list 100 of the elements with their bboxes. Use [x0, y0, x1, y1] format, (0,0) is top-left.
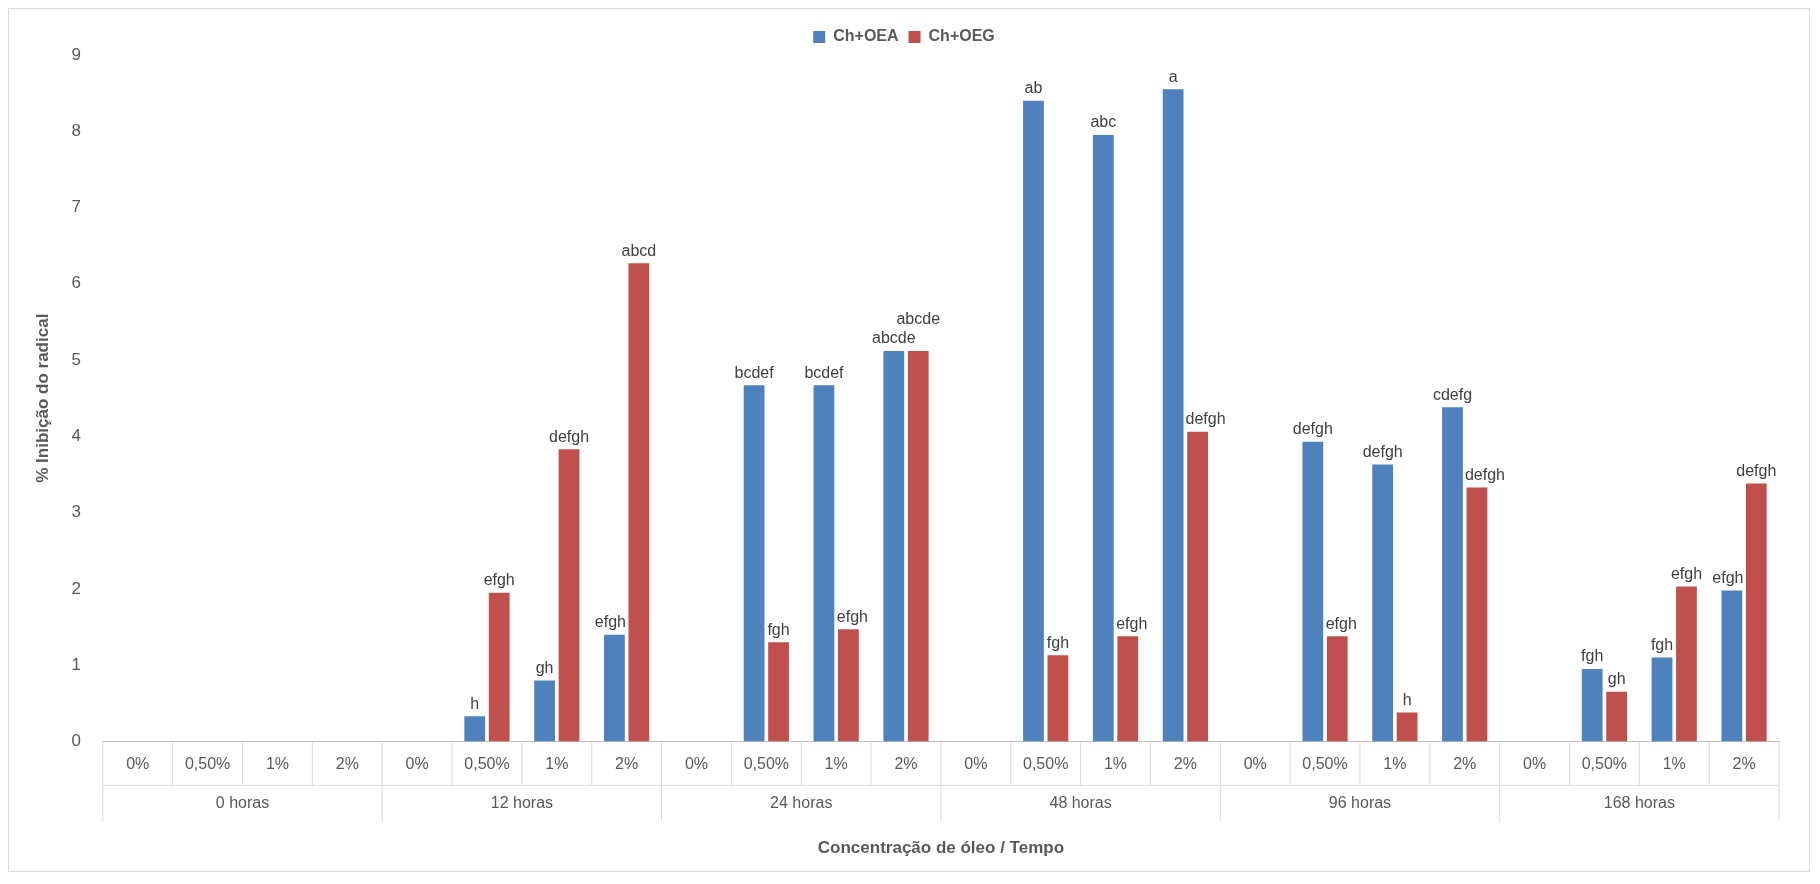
x-tick-label: 0%	[684, 755, 709, 773]
bar	[534, 680, 555, 742]
data-label: abc	[1090, 113, 1117, 131]
bar	[1372, 464, 1394, 742]
x-tick-label: 0,50%	[184, 755, 231, 773]
bar	[628, 263, 650, 742]
bar	[1721, 590, 1743, 742]
bar	[1023, 100, 1044, 742]
bar	[1676, 586, 1697, 742]
data-label: efgh	[1116, 614, 1148, 632]
text: 12 horas	[490, 793, 554, 811]
y-tick-label: 9	[71, 44, 81, 64]
x-tick-label: 2%	[1173, 755, 1197, 773]
x-tick-label: 1%	[1662, 755, 1686, 773]
y-axis-title: % Inibição do radical	[32, 313, 52, 483]
x-tick-label: 0,50%	[743, 755, 790, 773]
x-tick-label: 0,50%	[1023, 755, 1069, 773]
bar	[1466, 487, 1488, 742]
x-tick-label: 0%	[964, 755, 988, 773]
bar	[813, 385, 835, 742]
bar	[1606, 691, 1628, 742]
bar	[907, 350, 929, 742]
bar	[838, 629, 859, 742]
x-tick-label: 0%	[1243, 755, 1267, 773]
x-tick-label: 1%	[1103, 755, 1128, 773]
bar	[1187, 431, 1208, 742]
data-label: defgh	[1736, 462, 1777, 480]
x-axis-title: Concentração de óleo / Tempo	[817, 838, 1065, 858]
x-tick-label: 0%	[1523, 755, 1547, 773]
data-label: ab	[1024, 79, 1043, 97]
bar	[768, 642, 789, 742]
data-label: gh	[535, 658, 554, 676]
y-tick-label: 3	[71, 502, 81, 522]
bar	[1117, 636, 1139, 742]
x-tick-label: 0,50%	[1302, 755, 1348, 773]
bar	[1092, 135, 1114, 742]
y-tick-label: 2	[71, 578, 81, 598]
x-tick-label: 2%	[335, 755, 359, 773]
bar	[464, 716, 486, 742]
data-label: defgh	[549, 427, 590, 445]
bar	[1047, 655, 1069, 742]
y-tick-label: 5	[71, 349, 81, 369]
bar	[604, 634, 625, 742]
x-tick-label: 0,50%	[1581, 755, 1628, 773]
data-label: defgh	[1464, 465, 1505, 483]
data-label: efgh	[594, 613, 626, 631]
y-tick-label: 6	[71, 273, 81, 293]
data-label: abcde	[896, 310, 941, 328]
data-label: cdefg	[1432, 385, 1473, 403]
text: 24 horas	[770, 793, 833, 811]
data-label: fgh	[1581, 647, 1604, 665]
x-tick-label: 2%	[1453, 755, 1477, 773]
data-label: bcdef	[804, 363, 845, 381]
data-label: bcdef	[734, 363, 775, 381]
data-label: defgh	[1292, 420, 1333, 438]
bar	[1745, 483, 1767, 742]
y-tick-label: 7	[71, 197, 81, 217]
data-label: h	[470, 694, 480, 712]
x-tick-label: 1%	[265, 755, 290, 773]
bar	[558, 449, 580, 742]
legend-label: Ch+OEG	[928, 27, 995, 45]
text: 96 horas	[1328, 793, 1392, 811]
data-label: efgh	[1325, 614, 1357, 632]
data-label: h	[1402, 690, 1412, 708]
text: 168 horas	[1603, 793, 1675, 811]
x-tick-label: 2%	[894, 755, 918, 773]
data-label: efgh	[1712, 568, 1744, 586]
bar	[1581, 668, 1603, 742]
data-label: efgh	[483, 571, 515, 589]
x-tick-label: 0%	[405, 755, 429, 773]
legend-label: Ch+OEA	[833, 27, 899, 45]
y-tick-label: 1	[71, 654, 81, 674]
x-tick-label: 0,50%	[464, 755, 510, 773]
data-label: fgh	[767, 620, 790, 638]
x-tick-label: 1%	[545, 755, 569, 773]
bar	[1396, 712, 1418, 742]
x-tick-label: 2%	[615, 755, 639, 773]
data-label: gh	[1607, 670, 1626, 688]
data-label: abcd	[621, 241, 657, 259]
data-label: defgh	[1362, 442, 1403, 460]
text: 48 horas	[1049, 793, 1112, 811]
bar	[488, 592, 510, 742]
y-tick-label: 0	[71, 731, 81, 751]
y-tick-label: 4	[71, 426, 81, 446]
bar	[1442, 407, 1463, 742]
bar	[1302, 441, 1324, 742]
data-label: efgh	[836, 607, 868, 625]
x-tick-label: 2%	[1732, 755, 1756, 773]
data-label: a	[1168, 67, 1178, 85]
data-label: abcde	[871, 329, 916, 347]
data-label: efgh	[1670, 564, 1703, 582]
bar	[1651, 657, 1673, 742]
x-tick-label: 1%	[1383, 755, 1407, 773]
data-label: defgh	[1185, 410, 1226, 428]
x-tick-label: 1%	[824, 755, 848, 773]
bar	[1162, 89, 1184, 742]
bar	[883, 350, 905, 742]
text: 0 horas	[215, 793, 270, 811]
y-tick-label: 8	[71, 120, 81, 140]
x-tick-label: 0%	[126, 755, 150, 773]
